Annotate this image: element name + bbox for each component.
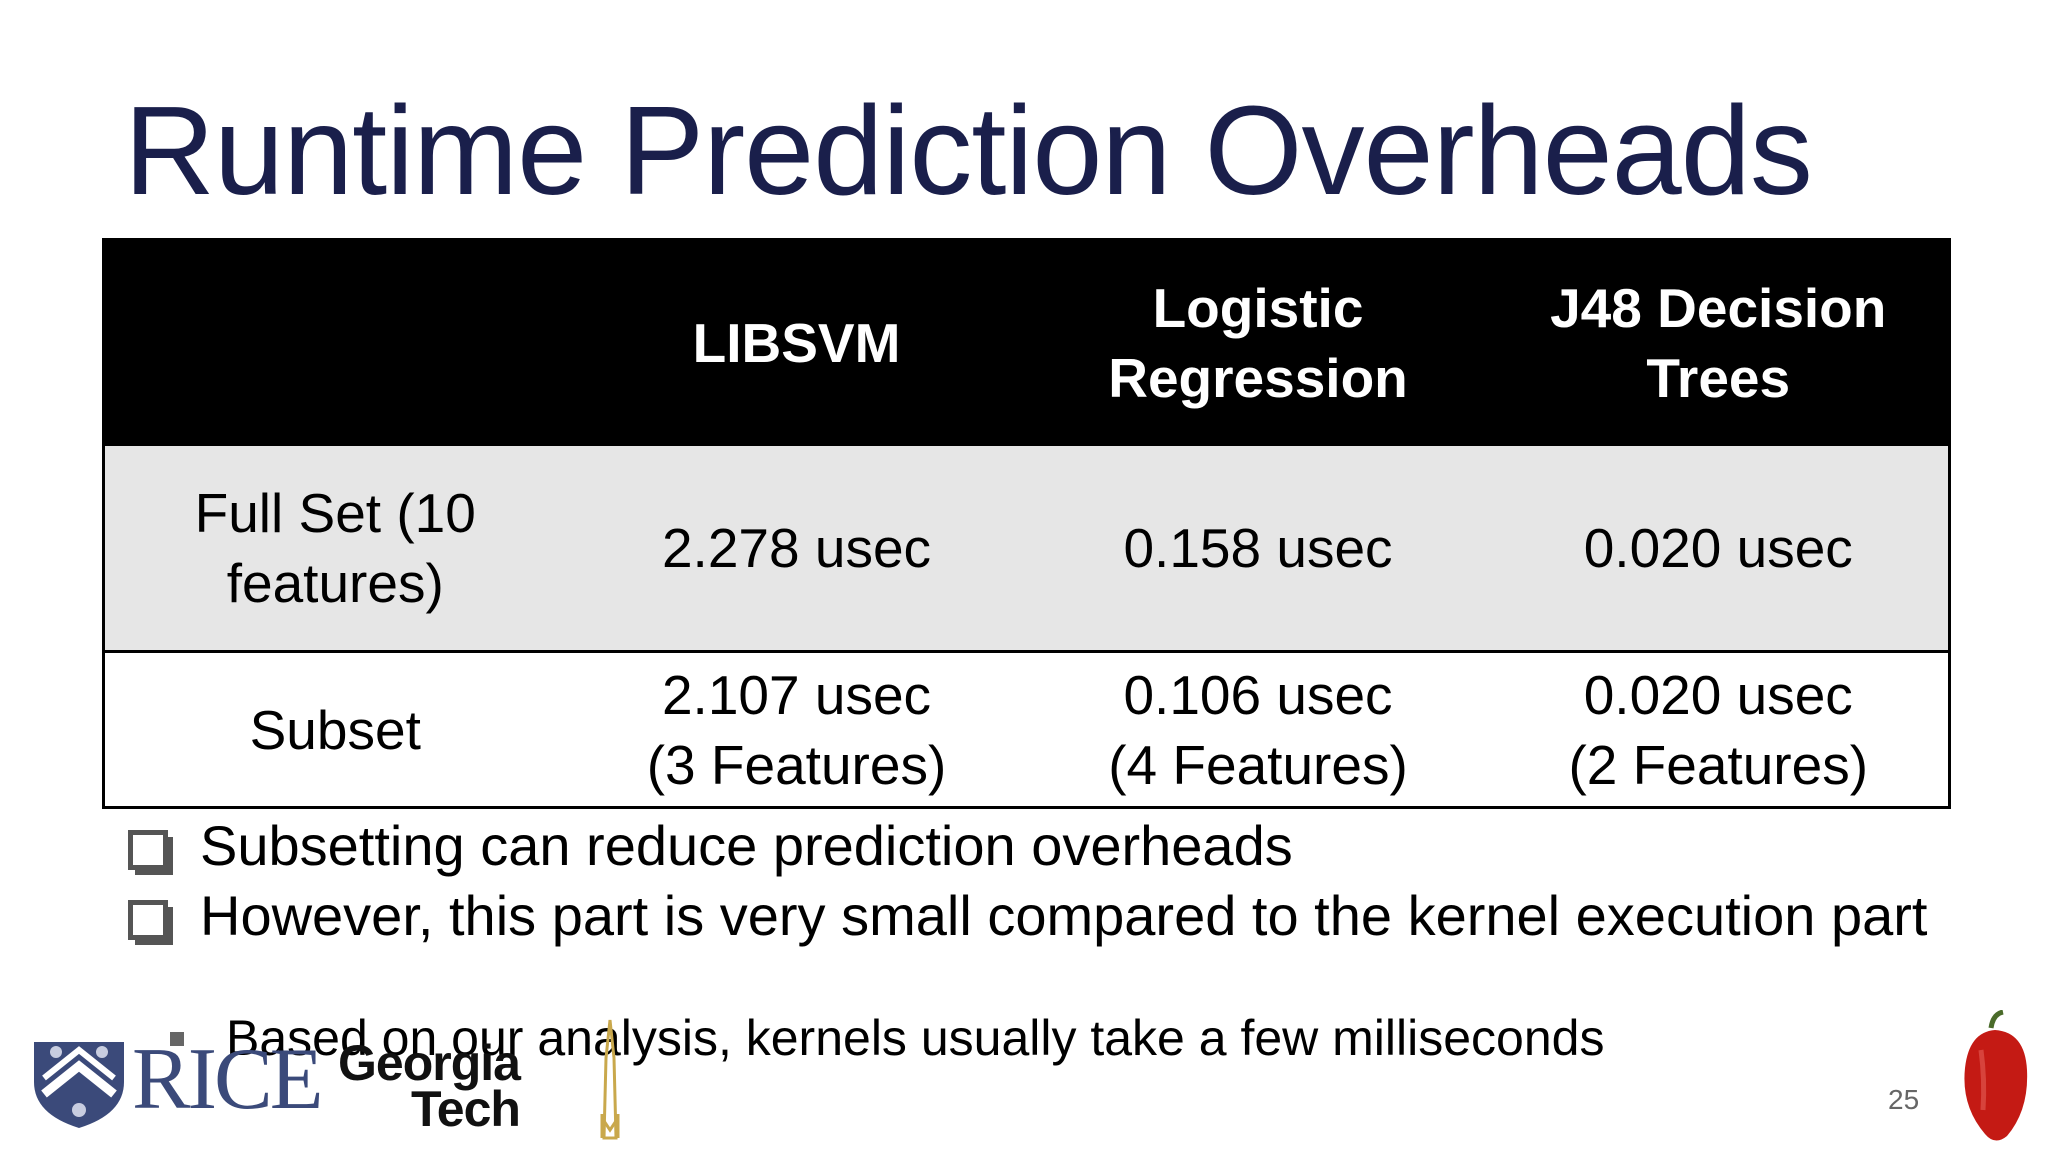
- table-row: Full Set (10 features) 2.278 usec 0.158 …: [103, 445, 1950, 652]
- rice-shield-icon: [34, 1042, 124, 1128]
- bullet-item: Subsetting can reduce prediction overhea…: [124, 818, 1944, 874]
- bullet-text: However, this part is very small compare…: [200, 884, 1928, 947]
- slide-title: Runtime Prediction Overheads: [124, 80, 1813, 221]
- checkbox-bullet-icon: [128, 900, 168, 940]
- cell-note: (2 Features): [1568, 733, 1869, 796]
- row-label: Subset: [249, 698, 421, 761]
- pepper-icon: [1964, 1010, 2028, 1141]
- bullet-list: Subsetting can reduce prediction overhea…: [124, 818, 1944, 958]
- georgia-tech-wordmark: Georgia Tech: [338, 1035, 521, 1137]
- header-libsvm: LIBSVM: [692, 312, 901, 375]
- sub-bullet-text: Based on our analysis, kernels usually t…: [226, 1010, 1605, 1066]
- cell-value: 0.106 usec: [1123, 663, 1393, 726]
- table-cell: 0.106 usec (4 Features): [1028, 652, 1489, 808]
- rice-wordmark: RICE: [132, 1031, 323, 1128]
- overheads-table: LIBSVM Logistic Regression J48 Decision …: [102, 238, 1951, 809]
- table-cell: 2.278 usec: [661, 516, 932, 579]
- header-logistic-regression-text: Logistic Regression: [1108, 277, 1408, 410]
- row-label: Full Set (10 features): [104, 446, 566, 652]
- checkbox-bullet-icon: [128, 830, 168, 870]
- gt-line-1: Georgia: [338, 1035, 521, 1091]
- table-cell: 0.158 usec: [1123, 516, 1393, 579]
- table-cell: 0.020 usec: [1583, 516, 1853, 579]
- bullet-text: Subsetting can reduce prediction overhea…: [200, 814, 1293, 877]
- cell-value: 2.107 usec: [661, 663, 932, 726]
- header-j48-text: J48 Decision Trees: [1550, 277, 1887, 410]
- page-number: 25: [1888, 1084, 1920, 1115]
- header-blank: [104, 240, 566, 446]
- row-label-text: Full Set (10 features): [194, 481, 476, 614]
- square-bullet-icon: [170, 1032, 184, 1046]
- tower-icon: [600, 1019, 620, 1140]
- header-logistic-regression: Logistic Regression: [1028, 240, 1489, 446]
- sub-bullet-item: Based on our analysis, kernels usually t…: [170, 1010, 1605, 1066]
- table-row: Subset 2.107 usec (3 Features) 0.106 use…: [103, 651, 1950, 808]
- cell-value: 0.020 usec: [1583, 663, 1853, 726]
- header-j48: J48 Decision Trees: [1489, 240, 1950, 446]
- table-header-row: LIBSVM Logistic Regression J48 Decision …: [103, 239, 1950, 446]
- table-cell: 2.107 usec (3 Features): [566, 652, 1028, 808]
- table-cell: 0.020 usec (2 Features): [1489, 652, 1950, 808]
- gt-line-2: Tech: [410, 1081, 521, 1137]
- bullet-item: However, this part is very small compare…: [124, 888, 1944, 944]
- cell-note: (3 Features): [646, 733, 947, 796]
- cell-note: (4 Features): [1108, 733, 1408, 796]
